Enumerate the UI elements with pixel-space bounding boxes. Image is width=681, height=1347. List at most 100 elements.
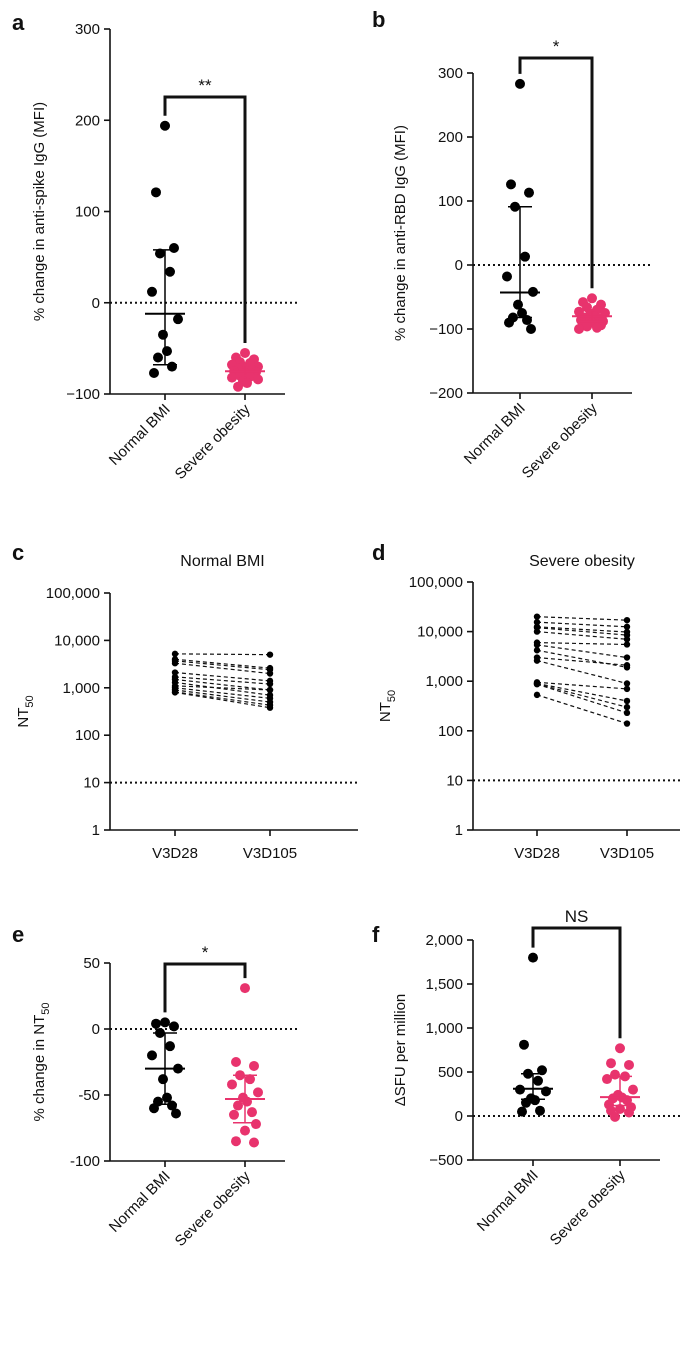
paired-line <box>174 658 271 669</box>
y-tick-label: 1,000 <box>425 1020 463 1037</box>
paired-line <box>174 681 271 696</box>
x-tick-label: V3D28 <box>514 845 560 862</box>
panel-letter: b <box>372 7 385 32</box>
y-axis-label-main: NT <box>15 708 32 728</box>
y-axis-label: % change in NT50 <box>31 1003 52 1122</box>
paired-line <box>536 656 628 666</box>
data-point <box>266 704 274 711</box>
data-point <box>623 623 631 630</box>
paired-line <box>536 694 628 725</box>
data-point <box>530 1095 540 1106</box>
y-tick-label: −200 <box>429 385 463 402</box>
significance-label: * <box>553 37 560 56</box>
y-tick-label: 2,000 <box>425 932 463 949</box>
y-tick-label: 100 <box>438 723 463 740</box>
paired-line <box>536 627 628 636</box>
y-axis-label-sub: 50 <box>24 695 36 707</box>
y-axis-label: ΔSFU per million <box>392 994 409 1107</box>
data-point <box>249 1060 259 1071</box>
paired-line <box>536 660 628 685</box>
x-tick-label: Normal BMI <box>461 400 529 468</box>
data-point <box>227 372 237 383</box>
paired-line <box>174 685 271 691</box>
data-point <box>533 680 541 688</box>
y-tick-label: 1 <box>92 822 100 839</box>
data-point <box>526 324 536 334</box>
significance-bracket <box>163 95 247 343</box>
data-point <box>524 187 534 198</box>
significance-bracket <box>163 962 247 1013</box>
paired-line <box>174 687 271 699</box>
y-axis-label: % change in anti-spike IgG (MFI) <box>31 102 48 321</box>
data-point <box>623 697 631 705</box>
y-tick-label: -50 <box>78 1087 100 1104</box>
data-point <box>623 703 631 711</box>
data-point <box>151 1018 161 1029</box>
y-tick-label: 0 <box>455 1108 463 1125</box>
y-axis-label-main: % change in NT <box>31 1015 48 1122</box>
data-point <box>151 187 161 198</box>
x-tick-label: Normal BMI <box>474 1167 542 1235</box>
data-point <box>149 368 159 379</box>
data-point <box>227 1079 237 1090</box>
y-tick-label: −500 <box>429 1152 463 1169</box>
paired-line <box>174 671 271 682</box>
y-tick-label: 0 <box>92 1021 100 1038</box>
panel-a: a −100 0 100 200 300 % change in anti-spike Ig… <box>12 10 300 483</box>
x-tick-label: Severe obesity <box>172 400 255 483</box>
y-tick-label: −100 <box>429 321 463 338</box>
x-tick-label: V3D105 <box>600 845 654 862</box>
y-axis-label-sub: 50 <box>40 1003 52 1015</box>
data-point <box>623 680 631 687</box>
x-tick-label: Normal BMI <box>106 1168 174 1236</box>
data-point <box>167 1100 177 1111</box>
data-point <box>247 1107 257 1118</box>
data-point <box>502 271 512 282</box>
data-point <box>171 660 179 667</box>
data-point <box>533 691 541 699</box>
data-point <box>253 1087 263 1098</box>
paired-line <box>536 644 628 659</box>
y-tick-label: 0 <box>92 295 100 312</box>
data-point <box>266 670 274 677</box>
y-tick-label: 1,000 <box>62 680 100 697</box>
data-point <box>623 685 631 693</box>
paired-line <box>174 678 271 691</box>
x-tick-label: Severe obesity <box>519 399 602 482</box>
y-tick-label: 1 <box>455 822 463 839</box>
paired-line <box>536 626 628 633</box>
y-tick-label: 100 <box>75 204 100 221</box>
data-point <box>506 179 516 190</box>
panel-letter: a <box>12 10 25 35</box>
y-tick-label: 10 <box>83 775 100 792</box>
significance-bracket <box>518 56 594 289</box>
y-tick-label: 1,500 <box>425 976 463 993</box>
data-point <box>147 1050 157 1061</box>
data-point <box>249 1137 259 1148</box>
data-point <box>537 1065 547 1076</box>
paired-line <box>174 691 271 709</box>
y-tick-label: 300 <box>438 65 463 82</box>
panel-letter: c <box>12 540 24 565</box>
data-point <box>515 78 525 89</box>
data-point <box>623 654 631 661</box>
y-tick-label: 300 <box>75 21 100 38</box>
y-tick-label: 10,000 <box>417 624 463 641</box>
y-axis-label-main: NT <box>377 702 394 722</box>
data-point <box>240 347 250 358</box>
data-point <box>233 1100 243 1111</box>
data-point <box>162 346 172 357</box>
data-point <box>158 329 168 340</box>
y-tick-label: 500 <box>438 1064 463 1081</box>
data-point <box>171 689 179 696</box>
x-tick-label: Severe obesity <box>172 1167 255 1250</box>
panel-letter: d <box>372 540 385 565</box>
x-tick-label: V3D28 <box>152 845 198 862</box>
data-point <box>528 952 538 963</box>
data-point <box>606 1058 616 1069</box>
paired-line <box>174 660 271 671</box>
y-tick-label: 100 <box>438 193 463 210</box>
paired-line <box>536 649 628 668</box>
